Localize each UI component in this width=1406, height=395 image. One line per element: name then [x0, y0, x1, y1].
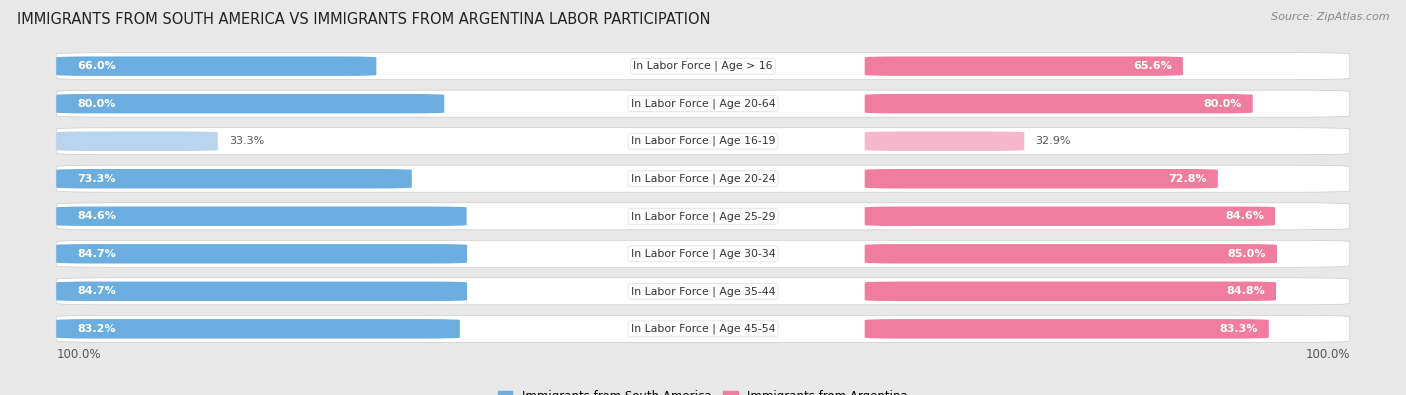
- FancyBboxPatch shape: [56, 132, 218, 151]
- Text: 80.0%: 80.0%: [1204, 99, 1241, 109]
- FancyBboxPatch shape: [865, 207, 1275, 226]
- Text: In Labor Force | Age 20-64: In Labor Force | Age 20-64: [631, 98, 775, 109]
- Text: 83.2%: 83.2%: [77, 324, 115, 334]
- Text: 65.6%: 65.6%: [1133, 61, 1171, 71]
- FancyBboxPatch shape: [865, 319, 1268, 339]
- FancyBboxPatch shape: [56, 240, 1350, 267]
- Text: 100.0%: 100.0%: [56, 348, 101, 361]
- FancyBboxPatch shape: [56, 53, 1350, 80]
- Text: 32.9%: 32.9%: [1036, 136, 1071, 146]
- Text: In Labor Force | Age 25-29: In Labor Force | Age 25-29: [631, 211, 775, 222]
- Text: In Labor Force | Age 35-44: In Labor Force | Age 35-44: [631, 286, 775, 297]
- FancyBboxPatch shape: [865, 132, 1025, 151]
- FancyBboxPatch shape: [865, 94, 1253, 113]
- FancyBboxPatch shape: [56, 203, 1350, 230]
- Text: 84.7%: 84.7%: [77, 286, 117, 296]
- FancyBboxPatch shape: [56, 165, 1350, 192]
- FancyBboxPatch shape: [56, 244, 467, 263]
- Text: 83.3%: 83.3%: [1219, 324, 1257, 334]
- Text: 100.0%: 100.0%: [1305, 348, 1350, 361]
- FancyBboxPatch shape: [56, 319, 460, 339]
- Text: IMMIGRANTS FROM SOUTH AMERICA VS IMMIGRANTS FROM ARGENTINA LABOR PARTICIPATION: IMMIGRANTS FROM SOUTH AMERICA VS IMMIGRA…: [17, 12, 710, 27]
- FancyBboxPatch shape: [56, 169, 412, 188]
- FancyBboxPatch shape: [56, 207, 467, 226]
- FancyBboxPatch shape: [56, 315, 1350, 342]
- FancyBboxPatch shape: [56, 56, 377, 76]
- FancyBboxPatch shape: [56, 90, 1350, 117]
- Text: In Labor Force | Age 16-19: In Labor Force | Age 16-19: [631, 136, 775, 147]
- Text: 73.3%: 73.3%: [77, 174, 115, 184]
- Text: 66.0%: 66.0%: [77, 61, 117, 71]
- Text: Source: ZipAtlas.com: Source: ZipAtlas.com: [1271, 12, 1389, 22]
- Text: In Labor Force | Age > 16: In Labor Force | Age > 16: [633, 61, 773, 71]
- Text: In Labor Force | Age 45-54: In Labor Force | Age 45-54: [631, 324, 775, 334]
- Text: 85.0%: 85.0%: [1227, 249, 1265, 259]
- FancyBboxPatch shape: [865, 282, 1277, 301]
- Legend: Immigrants from South America, Immigrants from Argentina: Immigrants from South America, Immigrant…: [494, 385, 912, 395]
- FancyBboxPatch shape: [56, 282, 467, 301]
- FancyBboxPatch shape: [865, 56, 1182, 76]
- Text: 33.3%: 33.3%: [229, 136, 264, 146]
- Text: In Labor Force | Age 30-34: In Labor Force | Age 30-34: [631, 248, 775, 259]
- FancyBboxPatch shape: [865, 244, 1277, 263]
- FancyBboxPatch shape: [56, 128, 1350, 155]
- FancyBboxPatch shape: [865, 169, 1218, 188]
- Text: 84.6%: 84.6%: [1225, 211, 1264, 221]
- FancyBboxPatch shape: [56, 94, 444, 113]
- Text: 72.8%: 72.8%: [1168, 174, 1206, 184]
- Text: 84.7%: 84.7%: [77, 249, 117, 259]
- FancyBboxPatch shape: [56, 278, 1350, 305]
- Text: 84.8%: 84.8%: [1226, 286, 1265, 296]
- Text: 80.0%: 80.0%: [77, 99, 115, 109]
- Text: 84.6%: 84.6%: [77, 211, 117, 221]
- Text: In Labor Force | Age 20-24: In Labor Force | Age 20-24: [631, 173, 775, 184]
